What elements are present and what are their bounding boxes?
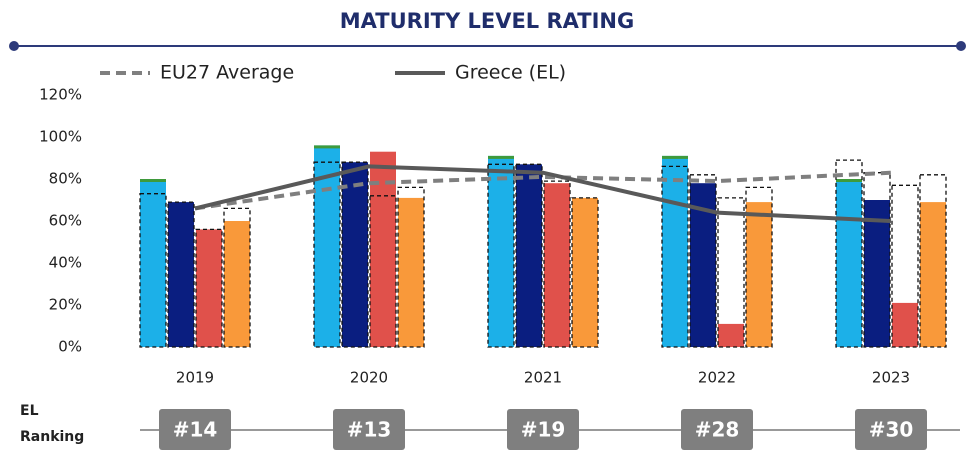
bar bbox=[718, 323, 744, 347]
eu27-outline bbox=[369, 195, 397, 348]
bar bbox=[140, 179, 166, 347]
x-tick-label: 2020 bbox=[350, 369, 388, 387]
bar bbox=[746, 202, 772, 347]
x-tick-label: 2022 bbox=[698, 369, 736, 387]
ranking-box bbox=[855, 409, 927, 450]
ranking-box bbox=[681, 409, 753, 450]
eu27-outline bbox=[863, 172, 891, 348]
eu27-outline bbox=[661, 165, 689, 348]
bar bbox=[662, 155, 688, 347]
bar bbox=[572, 197, 598, 347]
y-tick-label: 20% bbox=[49, 296, 82, 314]
eu27-outline bbox=[313, 161, 341, 348]
bar bbox=[196, 229, 222, 347]
bar-cap bbox=[140, 179, 166, 182]
ranking: #28 bbox=[695, 418, 740, 442]
bar bbox=[864, 200, 890, 347]
bar bbox=[836, 179, 862, 347]
line bbox=[194, 164, 892, 223]
ranking-box bbox=[507, 409, 579, 450]
x-tick-label: 2023 bbox=[872, 369, 910, 387]
ranking: #13 bbox=[347, 418, 392, 442]
eu27-outline bbox=[571, 197, 599, 348]
eu27-outline bbox=[689, 174, 717, 348]
x-tick-label: 2021 bbox=[524, 369, 562, 387]
bar bbox=[342, 162, 368, 347]
eu27-outline bbox=[341, 161, 369, 348]
y-tick-label: 80% bbox=[49, 170, 82, 188]
eu27-outline bbox=[167, 201, 195, 348]
eu27-outline bbox=[543, 180, 571, 348]
bar-cap bbox=[836, 179, 862, 182]
ranking: #19 bbox=[521, 418, 566, 442]
eu27-outline bbox=[891, 184, 919, 348]
bar bbox=[892, 302, 918, 347]
y-tick-label: 100% bbox=[39, 128, 82, 146]
line bbox=[194, 170, 892, 211]
ranking-label: EL Ranking bbox=[20, 403, 85, 445]
bar bbox=[398, 197, 424, 347]
y-tick-label: 40% bbox=[49, 254, 82, 272]
bar bbox=[224, 221, 250, 347]
eu27-outline bbox=[139, 193, 167, 348]
legend-label: Greece (EL) bbox=[455, 62, 566, 84]
eu27-outline bbox=[919, 174, 947, 348]
ranking: #30 bbox=[869, 418, 914, 442]
y-tick-label: 60% bbox=[49, 212, 82, 230]
eu27-outline bbox=[745, 186, 773, 348]
eu27-outline bbox=[835, 159, 863, 348]
y-tick-label: 0% bbox=[58, 338, 82, 356]
rule-dot bbox=[9, 41, 19, 51]
y-tick-label: 120% bbox=[39, 86, 82, 104]
ranking-box bbox=[333, 409, 405, 450]
bar-cap bbox=[662, 155, 688, 159]
legend-label: EU27 Average bbox=[160, 62, 294, 84]
bar bbox=[168, 202, 194, 347]
bar-cap bbox=[488, 155, 514, 159]
bar bbox=[920, 202, 946, 347]
rule-dot bbox=[956, 41, 966, 51]
bar bbox=[488, 155, 514, 347]
eu27-outline bbox=[397, 186, 425, 348]
bar bbox=[544, 183, 570, 347]
x-tick-label: 2019 bbox=[176, 369, 214, 387]
chart-title: MATURITY LEVEL RATING bbox=[340, 9, 634, 33]
bar-cap bbox=[314, 145, 340, 149]
bar bbox=[516, 164, 542, 347]
ranking: #14 bbox=[173, 418, 218, 442]
ranking-box bbox=[159, 409, 231, 450]
eu27-outline bbox=[223, 207, 251, 348]
ranking-label-box: EL Ranking bbox=[20, 403, 85, 445]
eu27-outline bbox=[717, 197, 745, 348]
eu27-outline bbox=[195, 228, 223, 348]
